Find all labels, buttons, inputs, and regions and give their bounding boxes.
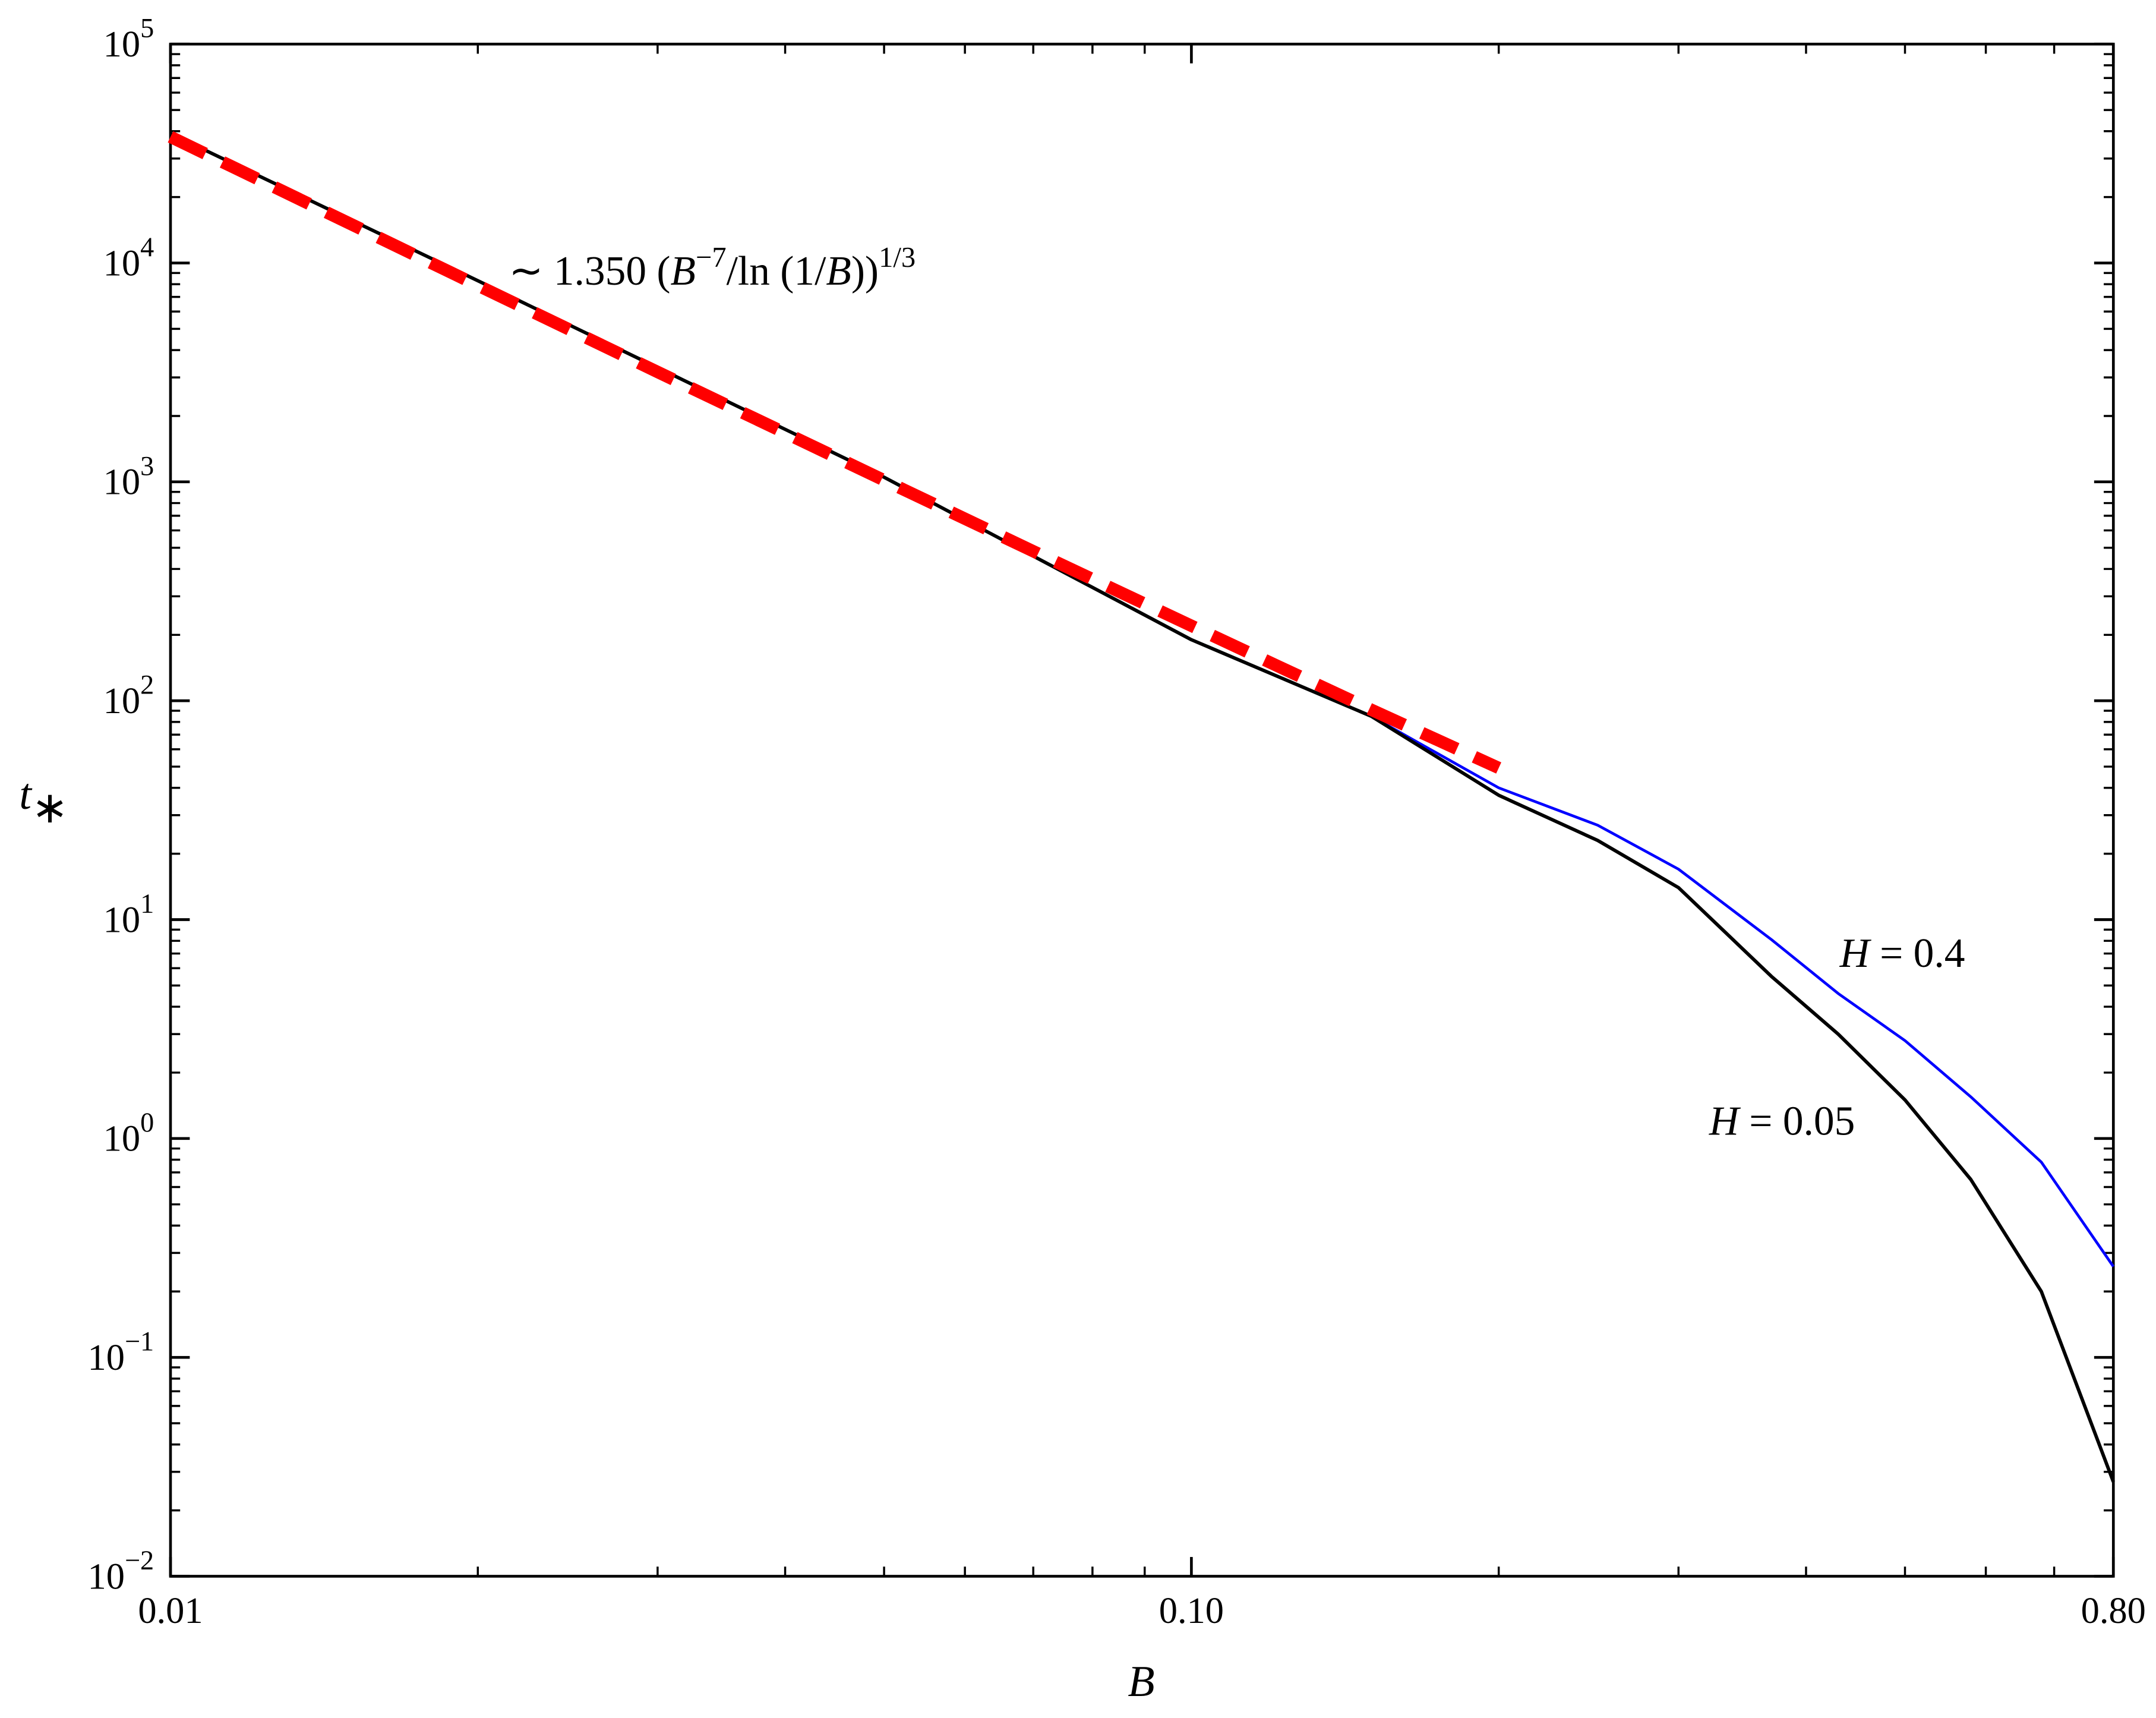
y-axis-label-main: t xyxy=(19,770,33,819)
y-tick-exponent: 1 xyxy=(140,889,154,919)
series-label-part: −7 xyxy=(696,241,727,273)
x-tick-label: 0.10 xyxy=(1159,1590,1224,1631)
y-tick-label: 101 xyxy=(103,889,154,940)
y-tick-base: 10 xyxy=(103,242,140,283)
y-tick-base: 10 xyxy=(88,1336,125,1378)
series-label-part: ∼ 1.350 ( xyxy=(509,248,670,294)
series-label-part: = 0.05 xyxy=(1739,1099,1855,1145)
series-label-part: B xyxy=(671,248,696,294)
x-tick-label: 0.01 xyxy=(138,1590,203,1631)
y-tick-exponent: 2 xyxy=(140,670,154,701)
plot-frame xyxy=(169,42,2115,1578)
y-tick-label: 10−1 xyxy=(88,1327,154,1378)
y-tick-base: 10 xyxy=(103,1118,140,1159)
series-label-part: )) xyxy=(851,248,879,294)
y-tick-exponent: −2 xyxy=(125,1546,154,1576)
y-tick-base: 10 xyxy=(103,461,140,503)
series-label-part: B xyxy=(826,248,851,294)
y-tick-base: 10 xyxy=(88,1555,125,1597)
y-tick-label: 103 xyxy=(103,451,154,502)
x-tick-label: 0.80 xyxy=(2081,1590,2146,1631)
y-tick-label: 102 xyxy=(103,670,154,721)
y-tick-exponent: 5 xyxy=(140,14,154,44)
series-line xyxy=(169,132,2115,1268)
y-tick-label: 100 xyxy=(103,1108,154,1159)
series-label: H = 0.05 xyxy=(1709,1099,1855,1145)
series-line xyxy=(169,132,2115,1483)
y-axis-label-sub: ∗ xyxy=(31,784,68,833)
series-label-part: H xyxy=(1709,1099,1741,1145)
series-label: ∼ 1.350 (B−7/ln (1/B))1/3 xyxy=(509,241,916,294)
series-label-part: = 0.4 xyxy=(1870,931,1965,976)
y-tick-exponent: 4 xyxy=(140,232,154,263)
y-tick-base: 10 xyxy=(103,23,140,65)
y-tick-exponent: 0 xyxy=(140,1108,154,1138)
series-label-part: H xyxy=(1839,931,1872,976)
y-tick-label: 104 xyxy=(103,232,154,283)
y-tick-exponent: 3 xyxy=(140,451,154,481)
y-tick-exponent: −1 xyxy=(125,1327,154,1357)
series-label-part: /ln (1/ xyxy=(727,248,826,294)
series-label-part: 1/3 xyxy=(879,241,916,273)
series-label: H = 0.4 xyxy=(1839,931,1965,976)
y-tick-label: 105 xyxy=(103,14,154,65)
y-axis-label: t∗ xyxy=(19,770,68,833)
y-tick-label: 10−2 xyxy=(88,1546,154,1597)
x-axis-label: B xyxy=(1128,1657,1154,1706)
series-line xyxy=(168,131,1501,774)
y-tick-base: 10 xyxy=(103,680,140,721)
y-tick-base: 10 xyxy=(103,899,140,940)
